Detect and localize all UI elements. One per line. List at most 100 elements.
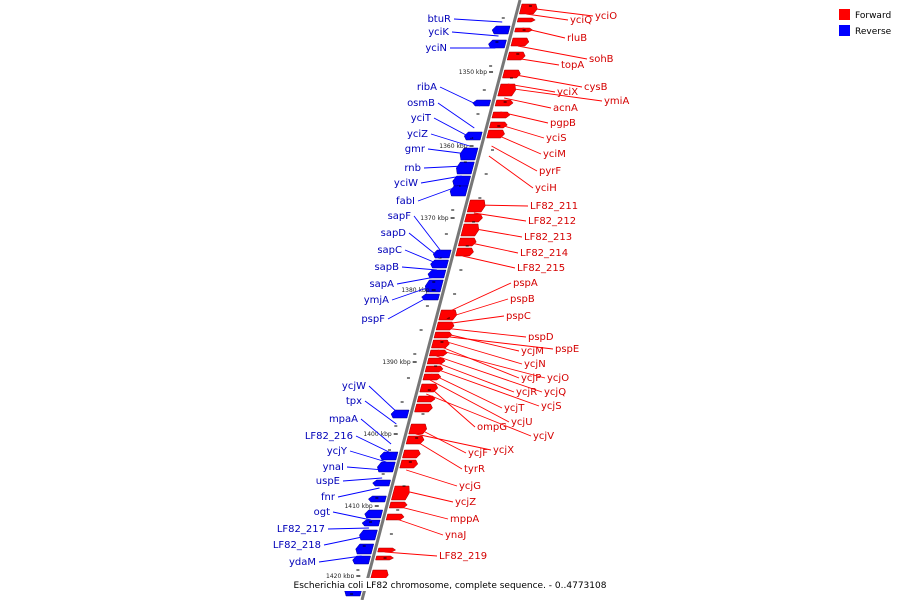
reverse-gene-label[interactable]: yciK — [428, 27, 449, 38]
reverse-leader-line — [453, 18, 503, 23]
kbp-tick-label: 1370 kbp — [420, 215, 448, 222]
forward-gene-label[interactable]: ycjM — [521, 346, 544, 357]
forward-leader-line — [510, 73, 583, 88]
reverse-gene-label[interactable]: gmr — [405, 144, 426, 155]
forward-gene-label[interactable]: LF82_213 — [524, 232, 572, 243]
forward-gene-label[interactable]: pspE — [555, 344, 579, 355]
forward-gene-label[interactable]: ycjX — [493, 445, 514, 456]
forward-gene-label[interactable]: LF82_212 — [528, 216, 576, 227]
reverse-leader-line — [420, 175, 462, 184]
reverse-gene-label[interactable]: rnb — [404, 163, 421, 174]
reverse-leader-line — [404, 249, 439, 265]
reverse-gene-label[interactable]: sapA — [369, 279, 394, 290]
forward-gene-label[interactable]: LF82_214 — [520, 248, 568, 259]
forward-gene-label[interactable]: tyrR — [464, 464, 485, 475]
reverse-gene-label[interactable]: yciT — [411, 113, 432, 124]
forward-gene-label[interactable]: pspB — [510, 294, 535, 305]
reverse-gene-label[interactable]: LF82_218 — [273, 540, 321, 551]
forward-gene-label[interactable]: ycjZ — [455, 497, 476, 508]
forward-gene-label[interactable]: ycjT — [504, 403, 525, 414]
reverse-gene-label[interactable]: fabI — [396, 196, 415, 207]
forward-gene-label[interactable]: ynaJ — [445, 530, 466, 541]
forward-gene-label[interactable]: ycjS — [541, 401, 562, 412]
reverse-gene-label[interactable]: ynaI — [323, 462, 344, 473]
reverse-gene-label[interactable]: tpx — [346, 396, 362, 407]
forward-gene-label[interactable]: topA — [561, 60, 584, 71]
forward-leader-line — [443, 327, 527, 338]
reverse-gene-label[interactable]: ycjW — [342, 381, 366, 392]
forward-gene-label[interactable]: yciM — [543, 149, 566, 160]
reverse-gene-label[interactable]: sapB — [374, 262, 399, 273]
forward-gene-label[interactable]: mppA — [450, 514, 479, 525]
reverse-gene-label[interactable]: fnr — [321, 492, 336, 503]
forward-gene-label[interactable]: yciX — [557, 87, 578, 98]
reverse-gene-block — [379, 451, 399, 461]
forward-gene-label[interactable]: pyrF — [539, 166, 561, 177]
forward-gene-label[interactable]: ompG — [477, 422, 507, 433]
reverse-gene-label[interactable]: ribA — [417, 82, 437, 93]
reverse-gene-labels: btuR yciK yciN ribA osmB yciT yciZ gmr rnb yciW fa… — [273, 14, 503, 568]
forward-gene-label[interactable]: ycjO — [547, 373, 569, 384]
reverse-gene-label[interactable]: uspE — [316, 476, 340, 487]
forward-leader-line — [500, 111, 549, 124]
forward-leader-line — [406, 469, 458, 487]
reverse-leader-line — [318, 555, 362, 563]
forward-gene-block — [506, 51, 526, 61]
forward-gene-label[interactable]: pspC — [506, 311, 531, 322]
forward-leader-line — [491, 145, 538, 172]
reverse-gene-label[interactable]: LF82_217 — [277, 524, 325, 535]
reverse-gene-label[interactable]: sapF — [388, 211, 412, 222]
reverse-gene-label[interactable]: sapC — [377, 245, 402, 256]
forward-gene-block — [491, 111, 511, 119]
reverse-gene-label[interactable]: ydaM — [289, 557, 316, 568]
reverse-gene-label[interactable]: osmB — [407, 98, 435, 109]
forward-gene-label[interactable]: pspA — [513, 278, 538, 289]
forward-gene-label[interactable]: yciQ — [570, 15, 592, 26]
forward-gene-block — [497, 83, 516, 97]
reverse-gene-label[interactable]: yciZ — [407, 129, 428, 140]
forward-gene-label[interactable]: ycjP — [521, 373, 541, 384]
forward-gene-label[interactable]: yciS — [546, 133, 567, 144]
forward-gene-label[interactable]: LF82_219 — [439, 551, 487, 562]
forward-gene-block — [455, 247, 474, 257]
forward-leader-line — [522, 27, 566, 39]
forward-gene-label[interactable]: ycjN — [524, 359, 546, 370]
forward-leader-line — [462, 255, 516, 269]
forward-gene-label[interactable]: yciH — [535, 183, 557, 194]
reverse-gene-label[interactable]: ymjA — [364, 295, 389, 306]
forward-gene-label[interactable]: yciO — [595, 11, 617, 22]
reverse-gene-label[interactable]: ycjY — [327, 446, 348, 457]
kbp-tick-label: 1350 kbp — [459, 69, 487, 76]
forward-gene-label[interactable]: rluB — [567, 33, 587, 44]
forward-gene-block — [408, 423, 427, 435]
reverse-leader-line — [396, 276, 436, 285]
legend-reverse-label: Reverse — [855, 27, 892, 37]
reverse-gene-label[interactable]: sapD — [381, 228, 407, 239]
forward-gene-label[interactable]: pspD — [528, 332, 554, 343]
reverse-gene-label[interactable]: ogt — [314, 507, 330, 518]
reverse-gene-label[interactable]: yciN — [425, 43, 447, 54]
kbp-tick-label: 1380 kbp — [401, 287, 429, 294]
reverse-leader-line — [332, 511, 372, 521]
forward-gene-label[interactable]: acnA — [553, 103, 578, 114]
forward-leader-line — [438, 345, 520, 379]
forward-gene-label[interactable]: ycjQ — [544, 387, 566, 398]
forward-gene-label[interactable]: ycjF — [468, 448, 488, 459]
forward-gene-label[interactable]: ycjU — [511, 417, 533, 428]
forward-leader-line — [447, 282, 512, 313]
forward-gene-label[interactable]: ycjV — [533, 431, 554, 442]
reverse-gene-label[interactable]: btuR — [427, 14, 451, 25]
reverse-gene-block — [491, 25, 511, 35]
reverse-gene-label[interactable]: yciW — [394, 178, 418, 189]
forward-gene-label[interactable]: LF82_211 — [530, 201, 578, 212]
forward-gene-label[interactable]: ymiA — [604, 96, 629, 107]
forward-gene-label[interactable]: cysB — [584, 82, 608, 93]
forward-gene-label[interactable]: ycjR — [516, 387, 537, 398]
forward-gene-label[interactable]: LF82_215 — [517, 263, 565, 274]
reverse-gene-label[interactable]: mpaA — [329, 414, 358, 425]
reverse-gene-label[interactable]: LF82_216 — [305, 431, 353, 442]
reverse-gene-label[interactable]: pspF — [361, 314, 385, 325]
forward-gene-label[interactable]: sohB — [589, 54, 614, 65]
forward-gene-label[interactable]: ycjG — [459, 481, 481, 492]
forward-gene-label[interactable]: pgpB — [550, 118, 576, 129]
